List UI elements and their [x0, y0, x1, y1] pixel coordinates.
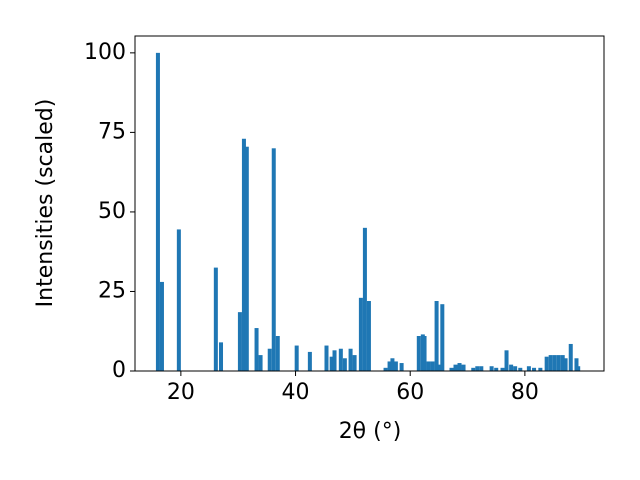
x-tick-label: 60	[396, 380, 424, 405]
bar	[563, 358, 568, 371]
y-tick-label: 25	[98, 278, 126, 303]
bar	[324, 345, 329, 371]
bar	[475, 366, 480, 371]
bar	[241, 138, 246, 371]
bar	[494, 367, 499, 371]
bar	[500, 367, 505, 371]
bar	[440, 304, 445, 371]
bar	[426, 361, 431, 371]
bar	[267, 348, 272, 371]
bar	[532, 367, 537, 371]
bar	[358, 297, 363, 371]
bar	[422, 336, 427, 371]
bar	[416, 336, 421, 371]
bar	[342, 358, 347, 371]
bar	[332, 350, 337, 371]
bar	[155, 52, 160, 371]
bar	[399, 363, 404, 371]
y-tick-label: 0	[112, 358, 126, 383]
bar	[538, 367, 543, 371]
bar	[576, 366, 581, 371]
bar	[461, 364, 466, 371]
bar	[348, 348, 353, 371]
bar	[258, 355, 263, 371]
bar	[294, 345, 299, 371]
bar	[574, 358, 579, 371]
bar	[366, 301, 371, 371]
bar	[307, 351, 312, 371]
bar	[556, 355, 561, 371]
bar	[352, 355, 357, 371]
bar	[437, 364, 442, 371]
bar	[449, 367, 454, 371]
bar	[430, 361, 435, 371]
bar	[548, 355, 553, 371]
bar	[504, 350, 509, 371]
bar	[518, 367, 523, 371]
bar	[568, 343, 573, 371]
bar	[393, 361, 398, 371]
y-tick-label: 75	[98, 119, 126, 144]
bar	[471, 367, 476, 371]
y-axis-label: Intensities (scaled)	[33, 99, 58, 308]
x-axis-label: 2θ (°)	[339, 419, 402, 444]
bar	[338, 348, 343, 371]
bar	[489, 366, 494, 371]
bar	[362, 227, 367, 371]
x-tick-label: 20	[167, 380, 195, 405]
bar	[526, 366, 531, 371]
bar	[544, 356, 549, 371]
bar	[552, 355, 557, 371]
y-tick-label: 50	[98, 199, 126, 224]
y-tick-label: 100	[84, 40, 126, 65]
bar	[271, 148, 276, 371]
bar	[176, 229, 181, 371]
bar	[513, 366, 518, 371]
bar	[434, 301, 439, 371]
bar	[390, 358, 395, 371]
bar	[218, 342, 224, 371]
bar	[457, 363, 462, 371]
bar	[479, 366, 484, 371]
bar	[387, 361, 392, 371]
bar	[329, 356, 334, 371]
bar	[159, 281, 164, 371]
x-tick-label: 40	[282, 380, 310, 405]
bar	[509, 364, 514, 371]
bar	[383, 367, 388, 371]
bar	[453, 364, 458, 371]
bar	[275, 336, 280, 371]
bar	[237, 312, 242, 371]
bar	[560, 355, 565, 371]
bar	[244, 146, 249, 371]
plot-frame	[134, 35, 605, 372]
x-tick-label: 80	[511, 380, 539, 405]
bar	[213, 267, 218, 371]
bar	[254, 328, 259, 371]
